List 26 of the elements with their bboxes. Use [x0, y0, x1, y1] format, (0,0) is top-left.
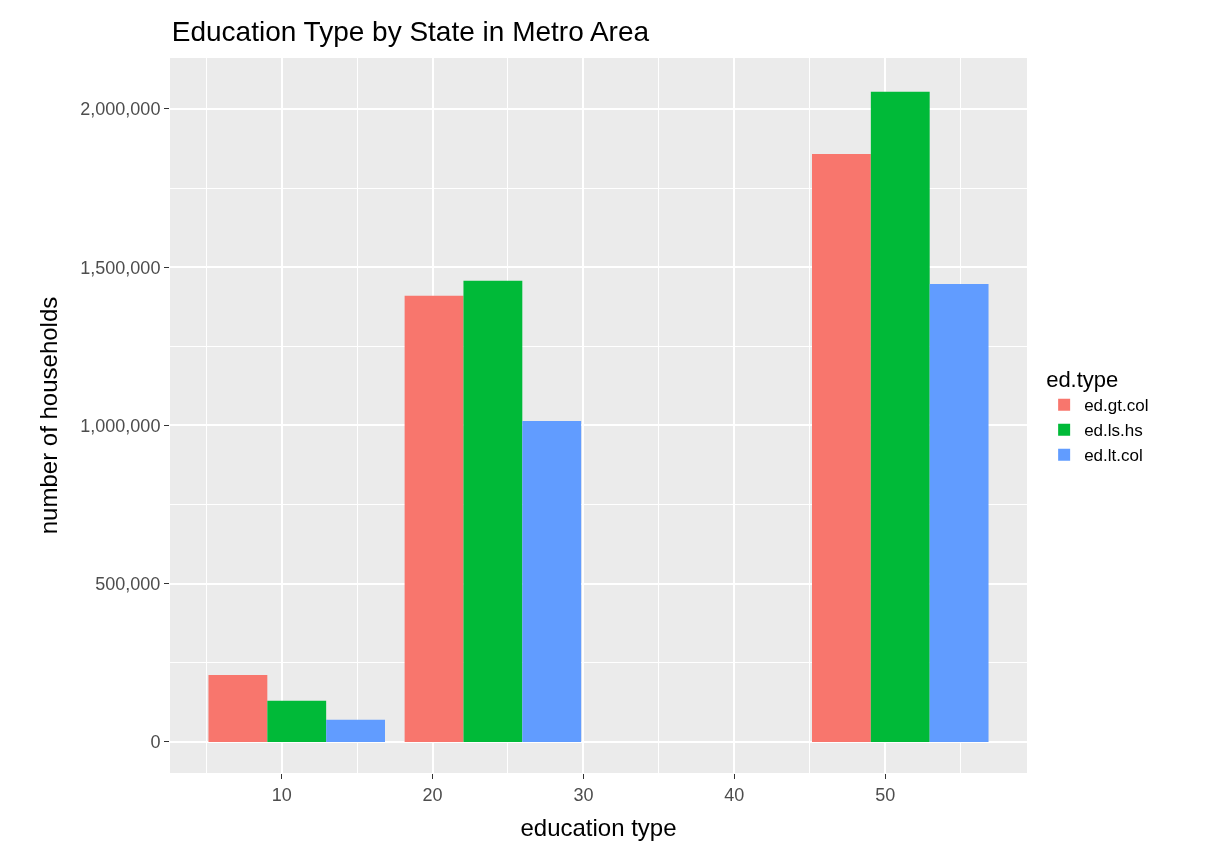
bar: [404, 295, 464, 742]
x-tick-label: 20: [422, 784, 443, 805]
legend-title: ed.type: [1046, 367, 1119, 393]
x-tick-label: 10: [271, 784, 292, 805]
bar: [267, 700, 327, 742]
chart-title: Education Type by State in Metro Area: [171, 15, 650, 47]
bar: [463, 280, 523, 742]
legend-label: ed.gt.col: [1084, 396, 1149, 416]
y-tick-label: 2,000,000: [80, 99, 161, 120]
bar: [522, 421, 582, 742]
bar: [929, 283, 989, 742]
legend-label: ed.ls.hs: [1084, 421, 1143, 441]
y-tick-label: 1,500,000: [80, 257, 161, 278]
y-tick-label: 500,000: [95, 574, 161, 595]
x-tick-label: 40: [724, 784, 745, 805]
bar: [326, 719, 385, 742]
legend-label: ed.lt.col: [1084, 446, 1143, 466]
x-tick-label: 30: [573, 784, 594, 805]
y-axis-title: number of households: [35, 296, 63, 535]
bar: [208, 674, 268, 742]
x-tick-label: 50: [875, 784, 896, 805]
y-tick-label: 0: [150, 732, 161, 753]
y-tick-label: 1,000,000: [80, 415, 161, 436]
bar: [870, 91, 930, 742]
x-axis-title: education type: [520, 813, 677, 841]
bar: [812, 153, 871, 742]
